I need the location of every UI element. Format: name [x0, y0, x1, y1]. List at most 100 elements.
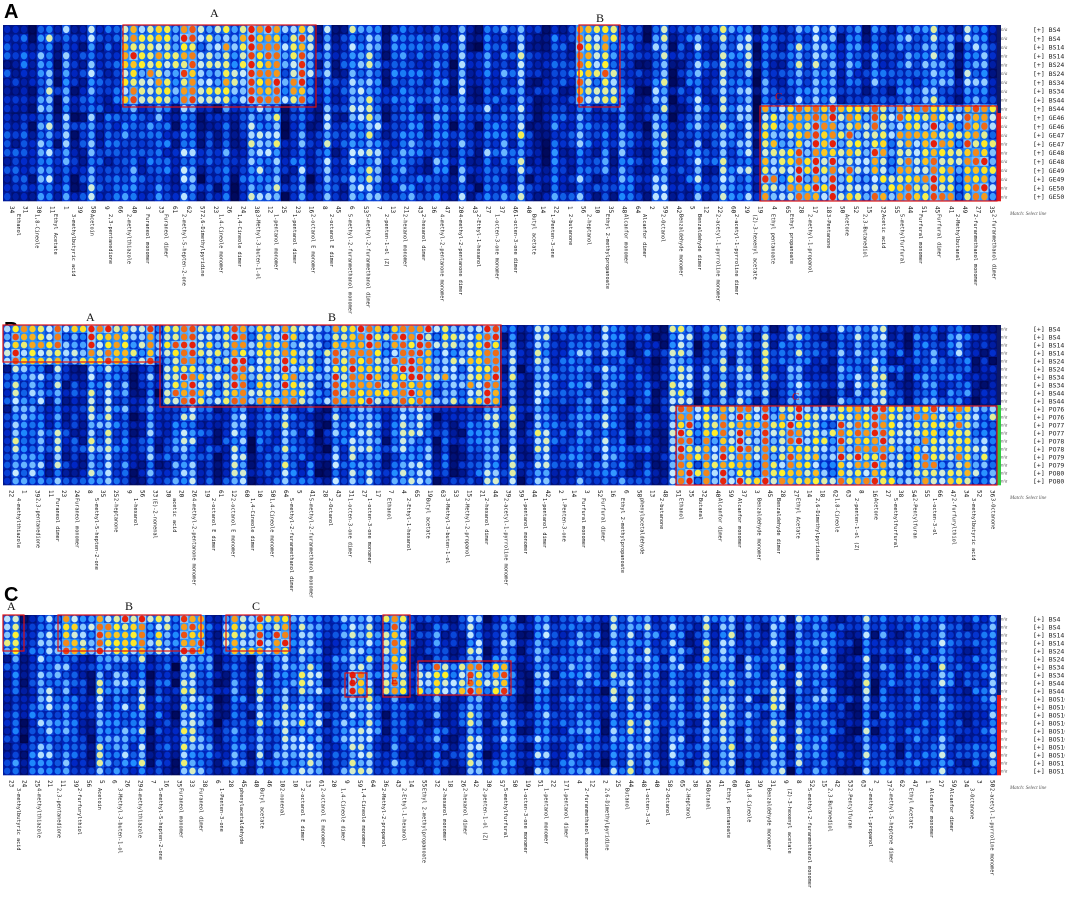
heatmap-spot [54, 131, 61, 139]
heatmap-spot [972, 148, 980, 157]
heatmap-spot [576, 52, 584, 60]
heatmap-spot [37, 325, 45, 333]
heatmap-spot [71, 52, 78, 60]
heatmap-spot [458, 113, 466, 122]
heatmap-spot [62, 175, 70, 183]
heatmap-spot [408, 175, 415, 183]
sample-label: [+] GE46 [1033, 114, 1064, 122]
heatmap-spot [728, 166, 735, 174]
heatmap-spot [863, 52, 870, 60]
heatmap-spot [762, 192, 769, 201]
heatmap-spot [79, 166, 87, 174]
heatmap-spot [568, 96, 575, 104]
heatmap-spot [147, 60, 154, 69]
heatmap-spot [374, 52, 382, 60]
heatmap-spot [20, 69, 28, 78]
heatmap-spot [416, 157, 424, 166]
heatmap-spot [728, 113, 735, 122]
heatmap-spot [408, 69, 415, 78]
heatmap-spot [433, 131, 441, 139]
heatmap-spot [618, 157, 626, 166]
heatmap-spot [206, 166, 213, 174]
heatmap-spot [880, 140, 887, 148]
compound-label: 3-Pentanone [825, 214, 831, 248]
heatmap-spot [484, 87, 491, 95]
sample-label: [+] BS44 [1033, 96, 1064, 104]
heatmap-spot [888, 43, 895, 51]
compound-label: 2-penten-1-ol (Z) [383, 214, 389, 267]
heatmap-spot [644, 34, 651, 42]
heatmap-spot [610, 43, 617, 51]
heatmap-spot [559, 60, 567, 69]
heatmap-spot [559, 96, 567, 104]
heatmap-spot [610, 25, 617, 34]
heatmap-spot [54, 140, 61, 148]
heatmap-spot [442, 122, 449, 130]
side-scale-cell [997, 104, 1001, 114]
heatmap-spot [366, 69, 373, 78]
heatmap-spot [778, 78, 786, 86]
heatmap-spot [602, 148, 609, 157]
heatmap-spot [281, 325, 289, 333]
heatmap-spot [206, 122, 213, 130]
heatmap-spot [644, 166, 651, 174]
heatmap-spot [20, 52, 28, 60]
heatmap-spot [947, 52, 954, 60]
heatmap-spot [214, 166, 222, 174]
heatmap-spot [821, 157, 828, 166]
heatmap-spot [627, 34, 634, 42]
heatmap-spot [214, 122, 222, 130]
heatmap-spot [458, 122, 466, 130]
heatmap-spot [408, 192, 415, 201]
heatmap-spot [677, 69, 685, 78]
heatmap-spot [517, 122, 525, 130]
heatmap-spot [610, 131, 617, 139]
heatmap-spot [105, 52, 112, 60]
heatmap-spot [703, 148, 710, 157]
heatmap-spot [846, 166, 853, 174]
heatmap-spot [467, 60, 474, 69]
heatmap-spot [265, 96, 272, 104]
heatmap-spot [509, 43, 516, 51]
heatmap-spot [366, 60, 373, 69]
heatmap-spot [863, 140, 870, 148]
heatmap-spot [543, 148, 550, 157]
heatmap-spot [442, 34, 449, 42]
heatmap-spot [955, 87, 963, 95]
heatmap-spot [298, 148, 306, 157]
heatmap-spot [79, 113, 87, 122]
heatmap-spot [720, 175, 727, 183]
column-number: 21 [403, 206, 410, 214]
heatmap-spot [711, 69, 719, 78]
heatmap-spot [837, 69, 845, 78]
heatmap-spot [408, 96, 415, 104]
heatmap-spot [846, 34, 853, 42]
side-scale-cell [997, 86, 1001, 96]
heatmap-spot [669, 192, 676, 201]
heatmap-spot [46, 60, 53, 69]
side-scale-tick: n/a [1001, 81, 1008, 86]
heatmap-spot [846, 131, 853, 139]
heatmap-spot [644, 140, 651, 148]
heatmap-spot [88, 52, 95, 60]
heatmap-spot [340, 148, 348, 157]
heatmap-spot [501, 104, 508, 113]
heatmap-spot [281, 113, 289, 122]
heatmap-spot [492, 69, 499, 78]
column-number: 38 [253, 206, 260, 214]
heatmap-spot [425, 131, 432, 139]
heatmap-spot [812, 140, 820, 148]
heatmap-spot [37, 25, 45, 34]
heatmap-spot [416, 34, 424, 42]
heatmap-spot [795, 166, 803, 174]
heatmap-spot [795, 192, 803, 201]
heatmap-spot [593, 34, 601, 42]
heatmap-spot [20, 34, 28, 42]
heatmap-spot [138, 122, 146, 130]
heatmap-spot [79, 157, 87, 166]
heatmap-spot [416, 52, 424, 60]
heatmap-spot [467, 122, 474, 130]
compound-label: 1,4-Cineole monomer [217, 214, 223, 273]
heatmap-spot [669, 60, 676, 69]
heatmap-spot [105, 25, 112, 34]
